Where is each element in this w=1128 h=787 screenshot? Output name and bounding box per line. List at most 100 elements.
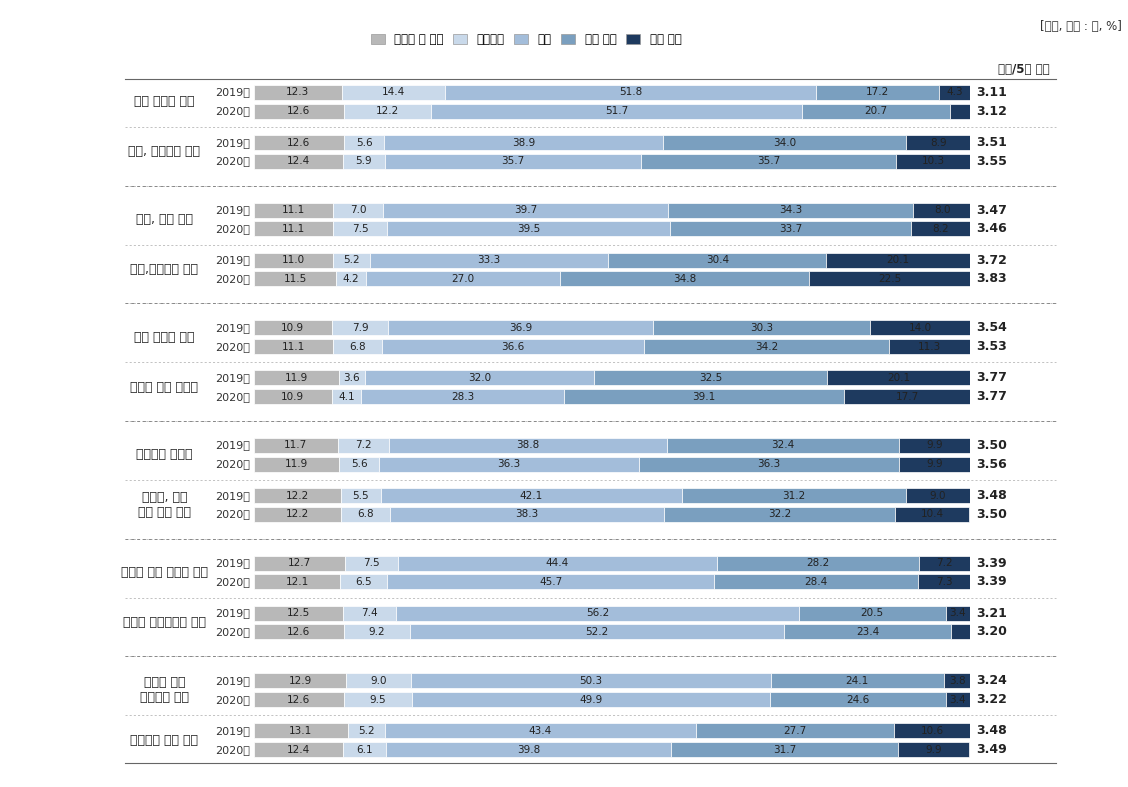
Text: 14.0: 14.0 (908, 323, 932, 333)
Bar (940, 85, 970, 100)
Text: 10.3: 10.3 (922, 157, 945, 166)
Bar (895, 723, 970, 738)
Bar (254, 575, 341, 589)
Text: 2020년: 2020년 (215, 460, 250, 469)
Text: 20.1: 20.1 (888, 373, 910, 382)
Text: 2019년: 2019년 (215, 373, 250, 382)
Text: 3.54: 3.54 (976, 321, 1006, 334)
Bar (870, 320, 970, 335)
Bar (388, 320, 653, 335)
Bar (663, 135, 906, 150)
Text: 13.1: 13.1 (289, 726, 312, 736)
Text: 38.9: 38.9 (512, 138, 535, 147)
Text: 2020년: 2020년 (215, 224, 250, 234)
Bar (918, 575, 970, 589)
Text: 12.7: 12.7 (288, 558, 311, 568)
Text: 17.2: 17.2 (866, 87, 889, 98)
Text: 35.7: 35.7 (501, 157, 525, 166)
Text: 2020년: 2020년 (215, 627, 250, 637)
Text: 2020년: 2020년 (215, 274, 250, 284)
Bar (254, 606, 343, 621)
Text: 사업성, 가지
높은 기술 부족: 사업성, 가지 높은 기술 부족 (138, 491, 191, 519)
Bar (254, 320, 332, 335)
Text: 32.0: 32.0 (468, 373, 491, 382)
Text: 33.3: 33.3 (477, 255, 501, 265)
Bar (784, 624, 951, 640)
Text: 4.3: 4.3 (946, 87, 963, 98)
Bar (384, 202, 668, 218)
Text: 20.7: 20.7 (864, 106, 888, 116)
Text: 52.2: 52.2 (585, 627, 608, 637)
Bar (668, 202, 914, 218)
Bar (667, 438, 899, 453)
Bar (346, 673, 411, 689)
Text: 제한 규정의 존재: 제한 규정의 존재 (134, 95, 194, 109)
Bar (945, 606, 970, 621)
Text: 3.11: 3.11 (976, 86, 1006, 99)
Text: 3.24: 3.24 (976, 674, 1006, 687)
Bar (594, 371, 827, 386)
Bar (254, 202, 333, 218)
Text: 17.7: 17.7 (896, 392, 919, 401)
Bar (682, 488, 906, 503)
Text: 10.9: 10.9 (281, 323, 305, 333)
Text: 3.50: 3.50 (976, 508, 1006, 521)
Bar (254, 389, 332, 405)
Bar (343, 606, 396, 621)
Text: 8.2: 8.2 (933, 224, 949, 234)
Text: 3.55: 3.55 (976, 155, 1006, 168)
Bar (918, 556, 970, 571)
Text: 6.8: 6.8 (350, 342, 365, 352)
Text: 43.4: 43.4 (529, 726, 552, 736)
Text: 8.0: 8.0 (934, 205, 951, 215)
Bar (254, 104, 344, 119)
Bar (254, 221, 333, 236)
Text: 3.53: 3.53 (976, 340, 1006, 353)
Bar (950, 104, 970, 119)
Bar (770, 673, 944, 689)
Text: 12.6: 12.6 (288, 695, 310, 704)
Text: 34.3: 34.3 (779, 205, 802, 215)
Text: 32.4: 32.4 (772, 441, 795, 450)
Text: 2019년: 2019년 (215, 558, 250, 568)
Bar (389, 438, 667, 453)
Text: 20.1: 20.1 (887, 255, 909, 265)
Text: 51.7: 51.7 (605, 106, 628, 116)
Bar (254, 253, 333, 268)
Bar (254, 507, 341, 522)
Text: 56.2: 56.2 (585, 608, 609, 618)
Text: 2019년: 2019년 (215, 676, 250, 685)
Bar (361, 389, 564, 405)
Bar (380, 488, 682, 503)
Text: 11.0: 11.0 (282, 255, 305, 265)
Text: 11.1: 11.1 (282, 342, 306, 352)
Text: 소규모 기술사업화 추진: 소규모 기술사업화 추진 (123, 616, 205, 629)
Text: 39.5: 39.5 (517, 224, 540, 234)
Text: 3.39: 3.39 (976, 575, 1006, 589)
Text: 3.46: 3.46 (976, 223, 1006, 235)
Bar (343, 153, 385, 169)
Text: 36.9: 36.9 (509, 323, 532, 333)
Text: 12.6: 12.6 (288, 138, 310, 147)
Bar (385, 135, 663, 150)
Text: 5.5: 5.5 (353, 490, 369, 501)
Text: 제도, 인센티브 부족: 제도, 인센티브 부족 (129, 146, 201, 158)
Bar (379, 456, 640, 471)
Text: 11.9: 11.9 (284, 373, 308, 382)
Bar (608, 253, 826, 268)
Bar (337, 438, 389, 453)
Text: 3.8: 3.8 (949, 676, 966, 685)
Bar (254, 673, 346, 689)
Text: 11.1: 11.1 (282, 224, 306, 234)
Text: 9.5: 9.5 (370, 695, 387, 704)
Text: 5.6: 5.6 (355, 138, 372, 147)
Text: 39.7: 39.7 (514, 205, 537, 215)
Text: 22.5: 22.5 (878, 274, 901, 284)
Text: 34.2: 34.2 (755, 342, 778, 352)
Text: 3.72: 3.72 (976, 253, 1006, 267)
Text: 7.9: 7.9 (352, 323, 369, 333)
Text: 5.2: 5.2 (358, 726, 374, 736)
Bar (844, 389, 971, 405)
Text: 3.51: 3.51 (976, 136, 1006, 149)
Text: 2020년: 2020년 (215, 745, 250, 755)
